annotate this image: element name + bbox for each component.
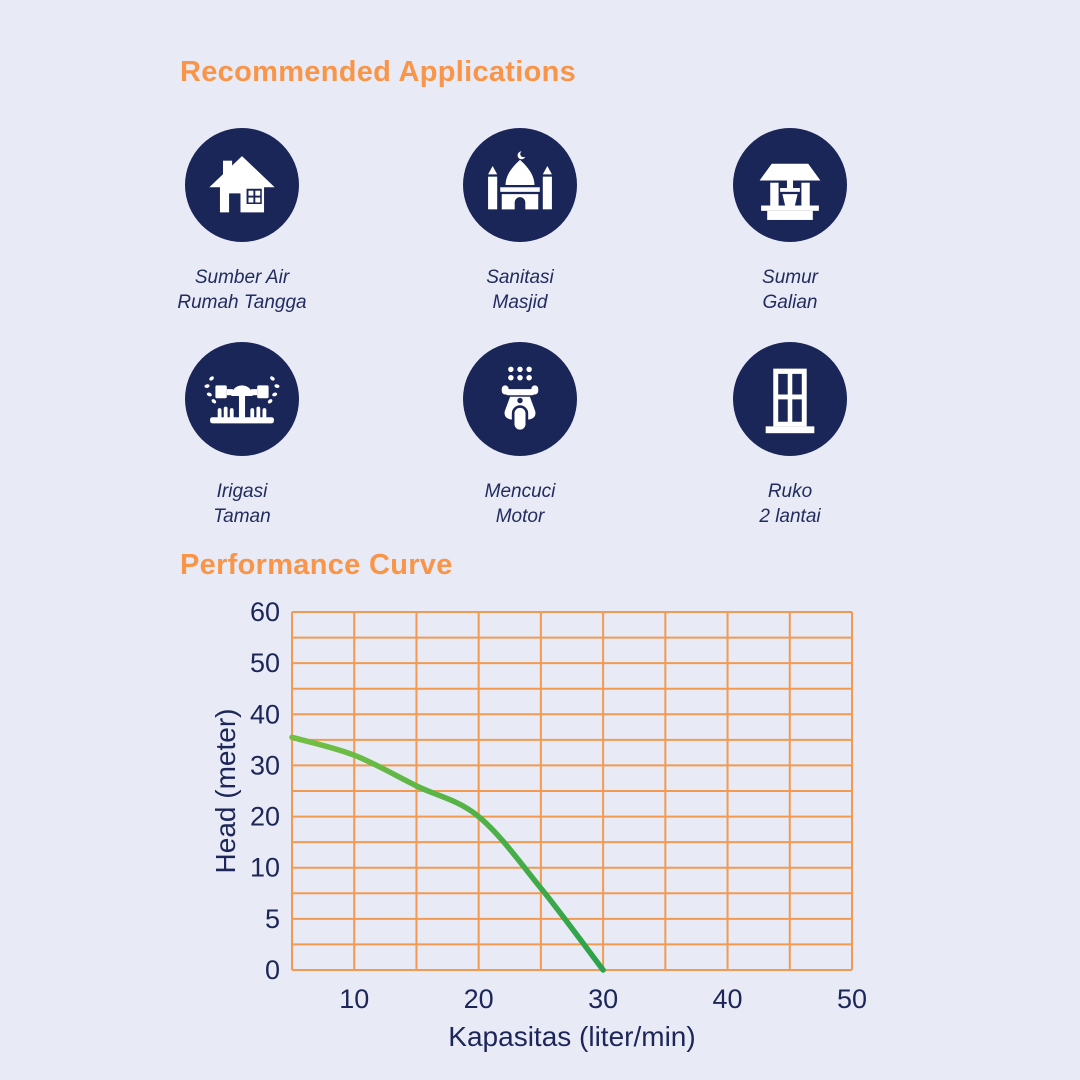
app-label-ruko: Ruko 2 lantai (759, 481, 821, 527)
performance-curve-chart: 0 5 10 20 30 40 50 60 10 20 30 40 50 Kapasitas (liter… (205, 585, 905, 1060)
svg-text:5: 5 (265, 904, 280, 934)
svg-text:40: 40 (713, 984, 743, 1014)
applications-heading: Recommended Applications (180, 56, 577, 88)
building-icon (733, 342, 847, 456)
svg-text:60: 60 (250, 597, 280, 627)
scooter-icon (463, 342, 577, 456)
svg-text:0: 0 (265, 955, 280, 985)
svg-text:20: 20 (250, 802, 280, 832)
app-label-mencuci: Mencuci Motor (484, 481, 556, 527)
sprinkler-icon (185, 342, 299, 456)
svg-text:30: 30 (588, 984, 618, 1014)
svg-text:50: 50 (250, 648, 280, 678)
mosque-icon (463, 128, 577, 242)
performance-curve-line (289, 734, 606, 973)
svg-text:20: 20 (464, 984, 494, 1014)
x-axis-title: Kapasitas (liter/min) (448, 1021, 695, 1052)
svg-text:50: 50 (837, 984, 867, 1014)
app-label-irigasi: Irigasi Taman (213, 481, 271, 527)
app-card-mencuci: Mencuci Motor (410, 342, 630, 529)
y-axis-title: Head (meter) (210, 709, 241, 874)
svg-text:10: 10 (250, 853, 280, 883)
app-card-sanitasi: Sanitasi Masjid (410, 128, 630, 315)
app-label-sanitasi: Sanitasi Masjid (486, 267, 554, 313)
app-label-sumur: Sumur Galian (762, 267, 818, 313)
app-card-sumur: Sumur Galian (680, 128, 900, 315)
svg-text:30: 30 (250, 750, 280, 780)
performance-heading: Performance Curve (180, 549, 453, 581)
app-card-ruko: Ruko 2 lantai (680, 342, 900, 529)
chart-canvas: 0 5 10 20 30 40 50 60 10 20 30 40 50 Kapasitas (liter… (210, 597, 867, 1052)
app-label-sumber-air: Sumber Air Rumah Tangga (177, 267, 307, 313)
svg-text:10: 10 (339, 984, 369, 1014)
app-card-sumber-air: Sumber Air Rumah Tangga (132, 128, 352, 315)
app-card-irigasi: Irigasi Taman (132, 342, 352, 529)
svg-text:40: 40 (250, 699, 280, 729)
house-icon (185, 128, 299, 242)
well-icon (733, 128, 847, 242)
